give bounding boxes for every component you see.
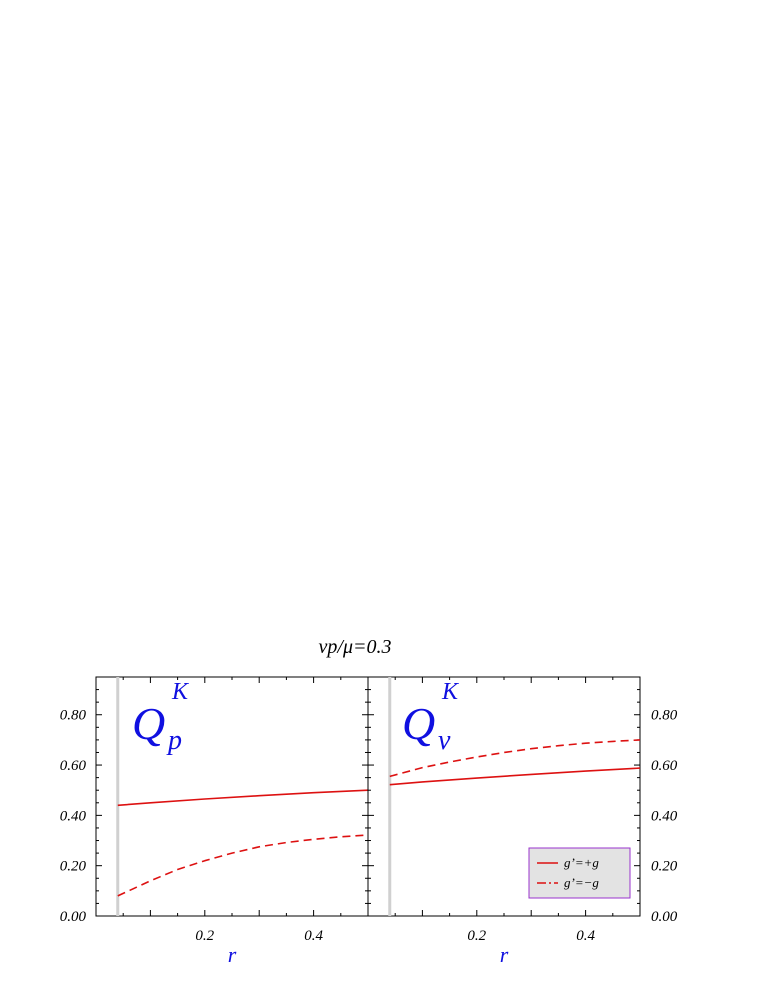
panel-left-y-tick-label: 0.20 [60,859,87,875]
panel-left-y-tick-label: 0.40 [60,808,87,824]
panel-right-y-tick-label: 0.80 [651,708,678,724]
panel-right-series-dashed [389,739,641,778]
panel-right-y-tick-label: 0.40 [651,808,678,824]
panel-right-series-solid [389,767,641,786]
panel-left-series-solid [117,789,369,807]
panel-left: 0.00 0.20 0.40 0.60 0.80 0.2 0.4 r Q pK [60,676,369,967]
panel-right-panel-label-main: Q [402,698,435,749]
panel-right-y-tick-label: 0.20 [651,859,678,875]
panel-right-y-tick-label: 0.00 [651,909,678,925]
panel-left-x-axis-label: r [228,942,237,967]
legend-label-2: g’=−g [564,875,599,890]
legend-box [528,847,631,899]
panel-right-panel-label-sub: v [438,725,451,756]
panels: 0.000.200.400.600.800.2 0.4rQ pK0.000.200.… [60,676,678,967]
legend-label-1: g’=+g [564,855,599,870]
panel-left-x-tick-label: 0.4 [304,928,323,944]
panel-right: 0.00 0.20 0.40 0.60 0.80 0.2 0.4 r Q vKg’=+g g’=−g [367,676,678,967]
panel-left-panel-label-main: Q [132,698,165,749]
panel-left-series-dashed [117,834,369,897]
legend: g’=+g g’=−g [528,847,631,899]
panel-right-x-axis-label: r [500,942,509,967]
panel-left-y-tick-label: 0.80 [60,708,87,724]
panel-right-x-tick-label: 0.4 [576,928,595,944]
panel-left-panel-label-sub: p [166,725,182,756]
panel-right-y-tick-label: 0.60 [651,758,678,774]
panel-left-y-tick-label: 0.00 [60,909,87,925]
panel-right-x-tick-label: 0.2 [467,928,486,944]
panel-left-x-tick-label: 0.2 [195,928,214,944]
chart-title: vp/μ=0.3 [319,636,392,658]
panel-left-y-tick-label: 0.60 [60,758,87,774]
panel-right-panel-label-sup: K [441,679,460,705]
panel-left-panel-label-sup: K [171,679,190,705]
